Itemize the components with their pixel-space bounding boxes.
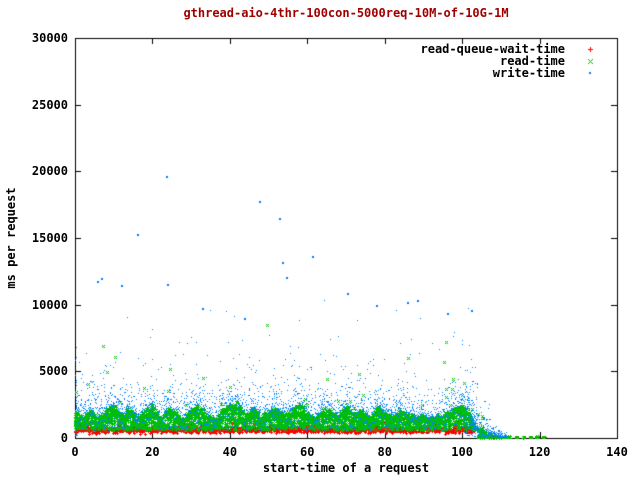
x-tick-label: 20 <box>145 445 160 459</box>
y-tick-label: 5000 <box>39 364 68 379</box>
y-tick-label: 0 <box>60 431 68 445</box>
legend-label-write-time: write-time <box>492 66 565 80</box>
y-tick-label: 25000 <box>31 97 68 112</box>
x-tick-label: 120 <box>528 445 551 459</box>
y-tick-label: 15000 <box>31 231 68 245</box>
x-tick-label: 80 <box>377 445 392 459</box>
chart-title: gthread-aio-4thr-100con-5000req-10M-of-1… <box>183 6 509 20</box>
x-tick-label: 40 <box>222 445 238 459</box>
x-axis-label: start-time of a request <box>262 461 430 475</box>
x-tick-label: 60 <box>300 445 315 459</box>
y-tick-label: 10000 <box>31 297 68 312</box>
x-tick-label: 140 <box>606 445 628 459</box>
legend-label-read-time: read-time <box>499 54 565 68</box>
legend-label-read-queue-wait-time: read-queue-wait-time <box>420 42 566 56</box>
y-tick-label: 20000 <box>31 164 68 179</box>
y-tick-label: 30000 <box>31 31 68 45</box>
x-tick-label: 100 <box>451 445 473 459</box>
x-tick-label: 0 <box>71 445 79 459</box>
